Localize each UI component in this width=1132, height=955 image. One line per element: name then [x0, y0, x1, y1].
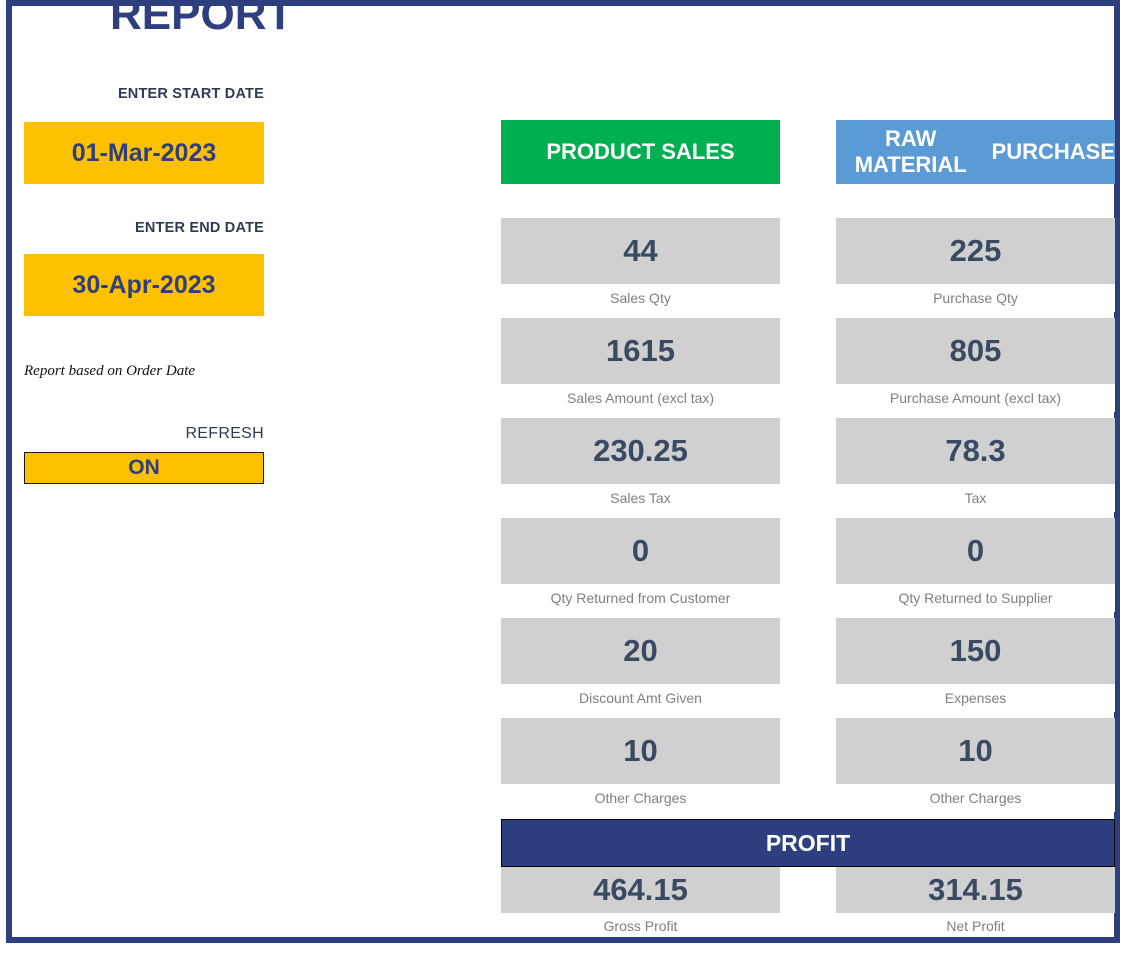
start-date-input[interactable]: 01-Mar-2023 — [24, 122, 264, 184]
metric-label: Expenses — [836, 684, 1115, 712]
metric-tile: 225 Purchase Qty — [836, 218, 1115, 312]
metric-value: 44 — [501, 218, 780, 284]
metric-tile: 0 Qty Returned to Supplier — [836, 518, 1115, 612]
metric-label: Other Charges — [501, 784, 780, 812]
metric-value: 805 — [836, 318, 1115, 384]
header-line-1: RAW MATERIAL — [854, 126, 967, 177]
metric-value: 0 — [501, 518, 780, 584]
refresh-label: REFRESH — [185, 425, 264, 442]
refresh-toggle-button[interactable]: ON — [24, 452, 264, 484]
gross-profit-value: 464.15 — [501, 867, 780, 913]
raw-material-purchase-column: RAW MATERIAL PURCHASE 225 Purchase Qty 8… — [836, 120, 1115, 818]
frame-top-border — [6, 0, 1120, 6]
metric-value: 0 — [836, 518, 1115, 584]
end-date-input[interactable]: 30-Apr-2023 — [24, 254, 264, 316]
metric-tile: 10 Other Charges — [501, 718, 780, 812]
product-sales-metrics: 44 Sales Qty 1615 Sales Amount (excl tax… — [501, 218, 780, 812]
metric-tile: 44 Sales Qty — [501, 218, 780, 312]
metric-value: 10 — [501, 718, 780, 784]
metric-tile: 805 Purchase Amount (excl tax) — [836, 318, 1115, 412]
metric-tile: 150 Expenses — [836, 618, 1115, 712]
net-profit-value: 314.15 — [836, 867, 1115, 913]
net-profit-label: Net Profit — [946, 918, 1005, 934]
net-profit-tile: 314.15 Net Profit — [836, 867, 1115, 939]
gross-profit-tile: 464.15 Gross Profit — [501, 867, 780, 939]
metric-value: 225 — [836, 218, 1115, 284]
metric-label: Qty Returned to Supplier — [836, 584, 1115, 612]
metric-value: 20 — [501, 618, 780, 684]
metric-label: Purchase Amount (excl tax) — [836, 384, 1115, 412]
metric-value: 1615 — [501, 318, 780, 384]
start-date-label: ENTER START DATE — [117, 86, 264, 102]
metric-tile: 20 Discount Amt Given — [501, 618, 780, 712]
metric-tile: 10 Other Charges — [836, 718, 1115, 812]
raw-material-purchase-header: RAW MATERIAL PURCHASE — [836, 120, 1115, 184]
metric-label: Qty Returned from Customer — [501, 584, 780, 612]
metric-tile: 1615 Sales Amount (excl tax) — [501, 318, 780, 412]
metric-value: 78.3 — [836, 418, 1115, 484]
header-line-2: PURCHASE — [991, 139, 1115, 164]
metric-tile: 230.25 Sales Tax — [501, 418, 780, 512]
metric-tile: 0 Qty Returned from Customer — [501, 518, 780, 612]
metric-label: Discount Amt Given — [501, 684, 780, 712]
profit-header: PROFIT — [501, 819, 1115, 867]
metric-value: 10 — [836, 718, 1115, 784]
metric-label: Sales Qty — [501, 284, 780, 312]
report-basis-note: Report based on Order Date — [24, 363, 196, 379]
end-date-label: ENTER END DATE — [134, 220, 264, 236]
metric-tile: 78.3 Tax — [836, 418, 1115, 512]
metric-label: Sales Tax — [501, 484, 780, 512]
metric-label: Purchase Qty — [836, 284, 1115, 312]
metric-label: Other Charges — [836, 784, 1115, 812]
page-title: REPORT — [110, 0, 294, 39]
gross-profit-label: Gross Profit — [603, 918, 678, 934]
product-sales-column: PRODUCT SALES 44 Sales Qty 1615 Sales Am… — [501, 120, 780, 818]
metric-label: Sales Amount (excl tax) — [501, 384, 780, 412]
metric-value: 230.25 — [501, 418, 780, 484]
metric-value: 150 — [836, 618, 1115, 684]
raw-material-purchase-metrics: 225 Purchase Qty 805 Purchase Amount (ex… — [836, 218, 1115, 812]
product-sales-header: PRODUCT SALES — [501, 120, 780, 184]
metric-label: Tax — [836, 484, 1115, 512]
